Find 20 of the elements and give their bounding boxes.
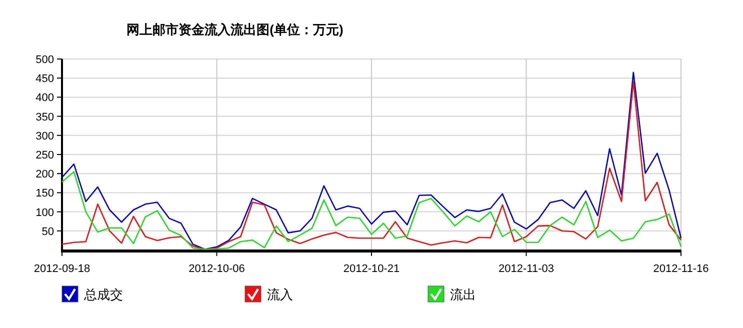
- x-tick-label: 2012-11-03: [498, 263, 554, 275]
- y-tick-label: 450: [36, 73, 54, 86]
- y-tick-label: 500: [36, 54, 54, 66]
- y-tick-label: 200: [36, 168, 54, 181]
- x-tick-label: 2012-10-06: [188, 263, 245, 275]
- x-tick-label: 2012-10-21: [343, 263, 400, 275]
- y-tick-label: 100: [36, 206, 54, 219]
- legend-label: 总成交: [83, 287, 123, 302]
- legend-label: 流入: [267, 287, 293, 302]
- legend-label: 流出: [450, 287, 476, 302]
- x-tick-label: 2012-09-18: [34, 263, 90, 275]
- x-tick-label: 2012-11-16: [653, 263, 709, 275]
- y-tick-label: 350: [36, 111, 54, 124]
- y-tick-label: 250: [36, 150, 54, 162]
- y-tick-label: 150: [36, 188, 54, 200]
- chart-title: 网上邮市资金流入流出图(单位：万元): [126, 22, 344, 37]
- y-tick-label: 300: [36, 130, 54, 142]
- y-tick-label: 400: [36, 92, 54, 104]
- line-series: [61, 171, 682, 250]
- y-tick-label: 50: [42, 226, 54, 238]
